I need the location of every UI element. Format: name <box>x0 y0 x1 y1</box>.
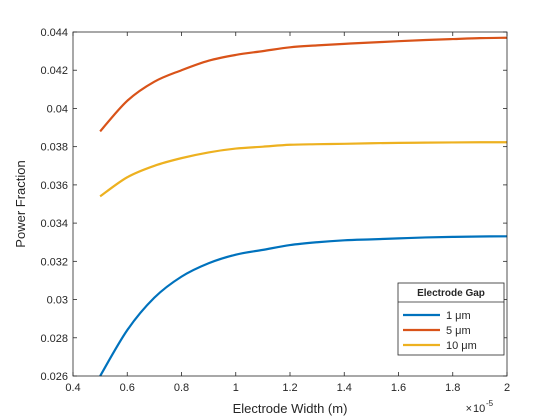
y-tick-label: 0.04 <box>47 103 68 115</box>
x-tick-label: 2 <box>504 382 510 394</box>
x-exponent-power: -5 <box>486 399 494 408</box>
y-axis-label: Power Fraction <box>13 160 28 247</box>
legend-label-2: 5 μm <box>446 325 471 337</box>
legend[interactable]: Electrode Gap 1 μm 5 μm 10 μm <box>398 283 504 355</box>
y-tick-label: 0.032 <box>40 256 68 268</box>
x-tick-label: 1.8 <box>445 382 460 394</box>
x-tick-label: 0.4 <box>65 382 80 394</box>
x-tick-label: 1.2 <box>282 382 297 394</box>
y-tick-label: 0.026 <box>40 371 68 383</box>
legend-label-3: 10 μm <box>446 340 477 352</box>
legend-title: Electrode Gap <box>417 288 485 299</box>
y-tick-label: 0.034 <box>40 218 68 230</box>
y-tick-label: 0.028 <box>40 333 68 345</box>
x-exponent-base: 10 <box>473 403 485 415</box>
y-tick-label: 0.042 <box>40 65 68 77</box>
y-tick-label: 0.044 <box>40 27 68 39</box>
x-exponent-prefix: × <box>466 403 472 415</box>
y-tick-label: 0.036 <box>40 180 68 192</box>
x-axis-label: Electrode Width (m) <box>233 401 348 416</box>
x-tick-label: 0.8 <box>174 382 189 394</box>
x-tick-label: 1.6 <box>391 382 406 394</box>
y-tick-label: 0.038 <box>40 142 68 154</box>
x-tick-label: 0.6 <box>120 382 135 394</box>
y-tick-label: 0.03 <box>47 295 68 307</box>
x-tick-label: 1.4 <box>337 382 352 394</box>
legend-label-1: 1 μm <box>446 310 471 322</box>
x-tick-label: 1 <box>233 382 239 394</box>
